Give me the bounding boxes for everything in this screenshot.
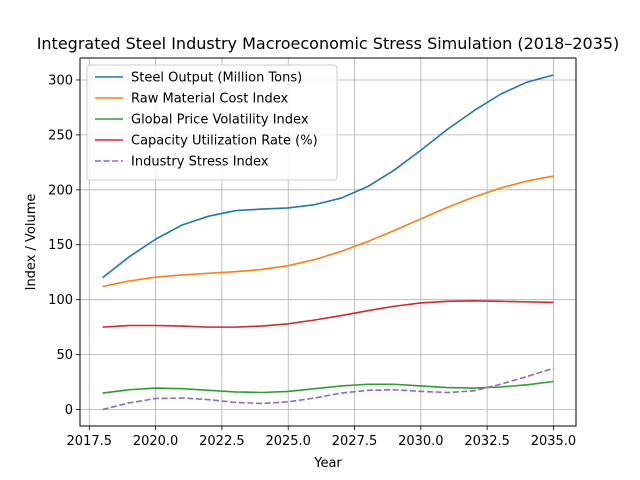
y-axis-label: Index / Volume	[24, 194, 39, 291]
legend-label: Steel Output (Million Tons)	[131, 71, 302, 86]
x-tick-label: 2020.0	[133, 434, 179, 449]
x-tick-label: 2032.5	[464, 434, 510, 449]
y-tick-label: 250	[48, 128, 73, 143]
legend-label: Capacity Utilization Rate (%)	[131, 134, 318, 149]
y-tick-label: 0	[65, 403, 73, 418]
legend-label: Global Price Volatility Index	[131, 113, 309, 128]
x-tick-label: 2022.5	[199, 434, 245, 449]
legend: Steel Output (Million Tons) Raw Material …	[86, 64, 338, 181]
y-tick-label: 200	[48, 183, 73, 198]
chart-title: Integrated Steel Industry Macroeconomic …	[37, 34, 620, 53]
legend-label: Industry Stress Index	[131, 155, 269, 170]
series-line-4	[102, 299, 554, 328]
series-line-1	[102, 74, 554, 279]
y-tick-label: 50	[56, 348, 73, 363]
plot-frame	[79, 57, 577, 427]
series-lines	[102, 74, 554, 411]
x-axis-label: Year	[313, 456, 342, 471]
series-line-3	[102, 380, 554, 394]
x-tick-label: 2027.5	[332, 434, 378, 449]
y-axis-ticks: 0 50 100 150 200 250 300	[48, 73, 80, 418]
x-tick-label: 2035.0	[531, 434, 577, 449]
legend-box	[86, 64, 338, 181]
y-tick-label: 100	[48, 293, 73, 308]
y-tick-label: 150	[48, 238, 73, 253]
x-tick-label: 2030.0	[398, 434, 444, 449]
x-tick-label: 2025.0	[265, 434, 311, 449]
series-line-5	[102, 367, 554, 411]
y-tick-label: 300	[48, 73, 73, 88]
x-tick-label: 2017.5	[67, 434, 113, 449]
x-axis-ticks: 2017.5 2020.0 2022.5 2025.0 2027.5 2030.0 2032…	[67, 426, 577, 449]
series-line-2	[102, 175, 554, 288]
legend-label: Raw Material Cost Index	[131, 92, 289, 107]
